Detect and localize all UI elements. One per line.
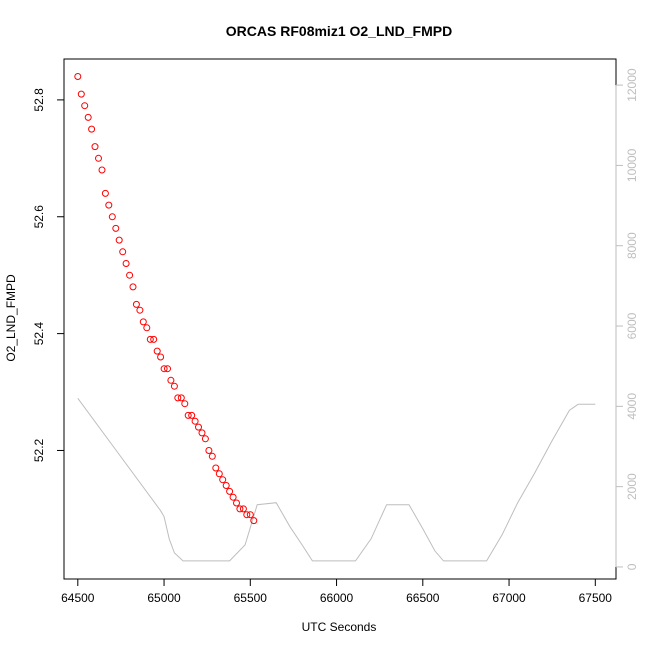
x-axis-label: UTC Seconds <box>302 620 377 634</box>
o2-point <box>115 236 123 244</box>
o2-point <box>250 517 258 525</box>
o2-point <box>177 394 185 402</box>
o2-point <box>88 125 96 133</box>
o2-point <box>122 260 130 267</box>
o2-point <box>243 511 251 519</box>
o2-point <box>246 511 254 519</box>
o2-point <box>150 335 158 343</box>
x-tick-label: 64500 <box>61 591 95 605</box>
chart-title: ORCAS RF08miz1 O2_LND_FMPD <box>226 23 452 39</box>
o2-point <box>84 113 92 121</box>
o2-point <box>77 90 85 98</box>
o2-point <box>95 154 102 162</box>
y-axis-right: 0 2000 4000 6000 8000 10000 12000 <box>615 68 639 570</box>
o2-point <box>222 482 230 489</box>
o2-point <box>101 189 109 197</box>
o2-point <box>208 452 216 460</box>
y-tick-label: 52.2 <box>32 438 46 462</box>
y2-tick-label: 4000 <box>625 393 639 420</box>
x-tick-label: 67500 <box>579 591 613 605</box>
y2-tick-label: 0 <box>625 563 639 570</box>
altitude-line <box>77 398 596 562</box>
o2-point <box>153 347 161 355</box>
o2-point <box>126 271 134 279</box>
o2-point <box>215 470 223 478</box>
o2-point <box>81 102 89 110</box>
o2-point <box>143 324 151 332</box>
o2-series <box>74 73 258 525</box>
o2-point <box>108 213 116 221</box>
o2-point <box>160 365 168 373</box>
y-tick-label: 52.8 <box>32 88 46 112</box>
x-tick-label: 65000 <box>147 591 181 605</box>
x-axis: 64500 65000 65500 66000 66500 67000 67500 <box>61 578 613 605</box>
o2-point <box>164 365 171 373</box>
y-tick-label: 52.6 <box>32 205 46 229</box>
y2-tick-label: 8000 <box>625 232 639 259</box>
o2-point <box>191 417 199 425</box>
y-tick-label: 52.4 <box>32 322 46 346</box>
o2-point <box>229 493 237 501</box>
o2-point <box>239 505 247 513</box>
x-tick-label: 66000 <box>320 591 354 605</box>
altitude-series <box>77 398 596 562</box>
o2-point <box>105 201 113 209</box>
o2-point <box>195 423 202 431</box>
y-axis-label: O2_LND_FMPD <box>4 274 18 362</box>
o2-point <box>198 429 206 437</box>
o2-point <box>201 435 209 443</box>
o2-point <box>119 248 127 256</box>
o2-point <box>226 487 234 495</box>
o2-point <box>212 464 220 472</box>
o2-point <box>174 394 182 402</box>
x-tick-label: 65500 <box>234 591 268 605</box>
o2-point <box>188 411 196 419</box>
x-tick-label: 66500 <box>406 591 440 605</box>
o2-point <box>167 376 175 384</box>
o2-point <box>157 353 165 361</box>
o2-point <box>129 283 137 291</box>
o2-point <box>132 300 140 308</box>
o2-point <box>233 499 240 507</box>
o2-point <box>205 447 213 454</box>
y2-tick-label: 12000 <box>625 68 639 102</box>
o2-point <box>98 166 106 174</box>
o2-point <box>170 382 178 390</box>
o2-point <box>181 400 189 408</box>
plot-frame <box>63 58 617 580</box>
o2-point <box>236 505 244 513</box>
o2-point <box>184 411 192 419</box>
o2-point <box>112 224 120 232</box>
o2-point <box>74 73 82 80</box>
y2-tick-label: 2000 <box>625 473 639 500</box>
o2-point <box>146 335 154 343</box>
y2-tick-label: 10000 <box>625 148 639 182</box>
o2-point <box>219 476 227 484</box>
y-axis-left: 52.2 52.4 52.6 52.8 <box>32 88 65 462</box>
y2-tick-label: 6000 <box>625 312 639 339</box>
o2-point <box>136 306 144 314</box>
o2-point <box>91 143 99 151</box>
o2-point <box>139 318 147 326</box>
x-tick-label: 67000 <box>492 591 526 605</box>
